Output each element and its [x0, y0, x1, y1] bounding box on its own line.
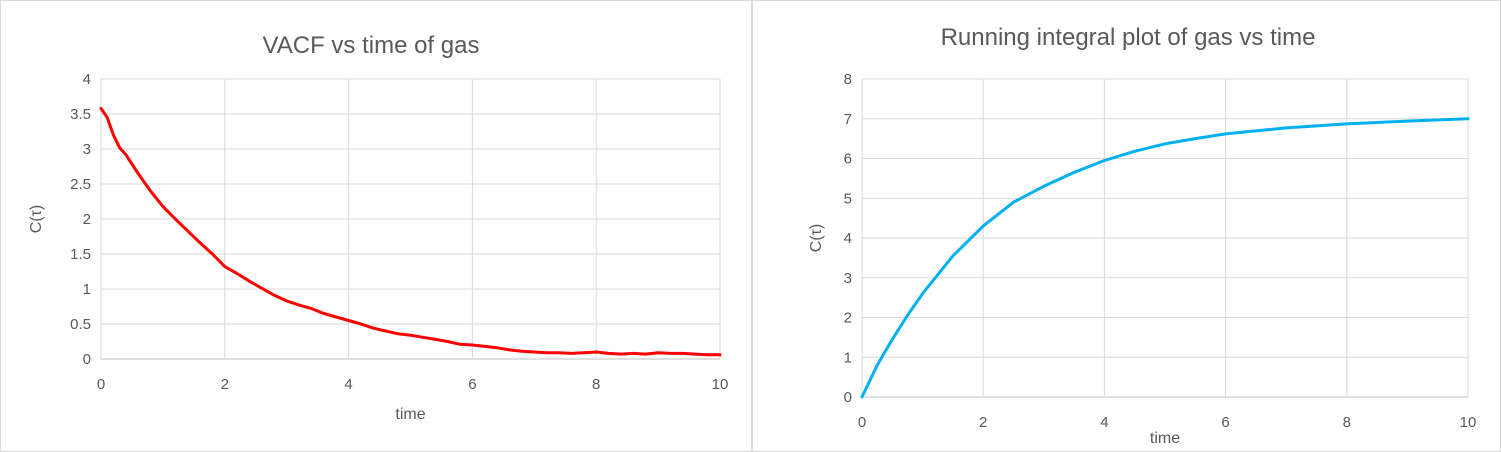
x-axis-label: time: [395, 406, 425, 423]
x-axis-label: time: [1150, 430, 1180, 447]
chart-title: Running integral plot of gas vs time: [941, 24, 1316, 51]
y-tick-label: 3: [83, 141, 91, 158]
x-tick-label: 0: [97, 376, 105, 393]
y-tick-label: 1: [844, 349, 852, 366]
chart-title: VACF vs time of gas: [263, 32, 480, 59]
vacf-chart-panel: 0 0.5 1 1.5 2 2.5 3 3.5 4 0 2 4 6 8 10 VACF vs time of …: [0, 0, 752, 452]
y-tick-label: 1: [83, 281, 91, 298]
x-tick-label: 10: [1460, 414, 1477, 431]
x-tick-label: 2: [221, 376, 229, 393]
y-tick-label: 4: [83, 71, 91, 88]
series-line: [99, 106, 722, 357]
y-tick-label: 8: [844, 71, 852, 88]
x-tick-label: 2: [979, 414, 987, 431]
y-tick-label: 5: [844, 190, 852, 207]
x-tick-label: 6: [468, 376, 476, 393]
x-tick-label: 10: [712, 376, 729, 393]
x-tick-label: 6: [1221, 414, 1229, 431]
x-tick-label: 8: [1343, 414, 1351, 431]
x-tick-label: 8: [592, 376, 600, 393]
y-axis-label: C(τ): [28, 205, 45, 234]
x-tick-label: 4: [1100, 414, 1108, 431]
y-tick-label: 2: [83, 211, 91, 228]
y-tick-label: 6: [844, 151, 852, 168]
y-tick-label: 3: [844, 270, 852, 287]
y-tick-label: 0: [83, 351, 91, 368]
y-axis-label: C(τ): [808, 224, 825, 253]
running-integral-chart-panel: 0 1 2 3 4 5 6 7 8 0 2 4 6 8 10 Running integral plot of…: [752, 0, 1501, 452]
y-tick-label: 2.5: [70, 176, 91, 193]
y-tick-label: 2: [844, 310, 852, 327]
y-tick-label: 3.5: [70, 106, 91, 123]
x-tick-label: 0: [858, 414, 866, 431]
y-tick-label: 1.5: [70, 246, 91, 263]
y-tick-label: 0: [844, 389, 852, 406]
running-integral-chart: 0 1 2 3 4 5 6 7 8 0 2 4 6 8 10 Running integral plot of…: [808, 24, 1477, 447]
y-tick-label: 4: [844, 230, 852, 247]
y-tick-label: 7: [844, 111, 852, 128]
x-tick-label: 4: [344, 376, 352, 393]
series-line: [860, 117, 1470, 399]
vacf-chart: 0 0.5 1 1.5 2 2.5 3 3.5 4 0 2 4 6 8 10 VACF vs time of …: [28, 32, 729, 423]
y-tick-label: 0.5: [70, 316, 91, 333]
